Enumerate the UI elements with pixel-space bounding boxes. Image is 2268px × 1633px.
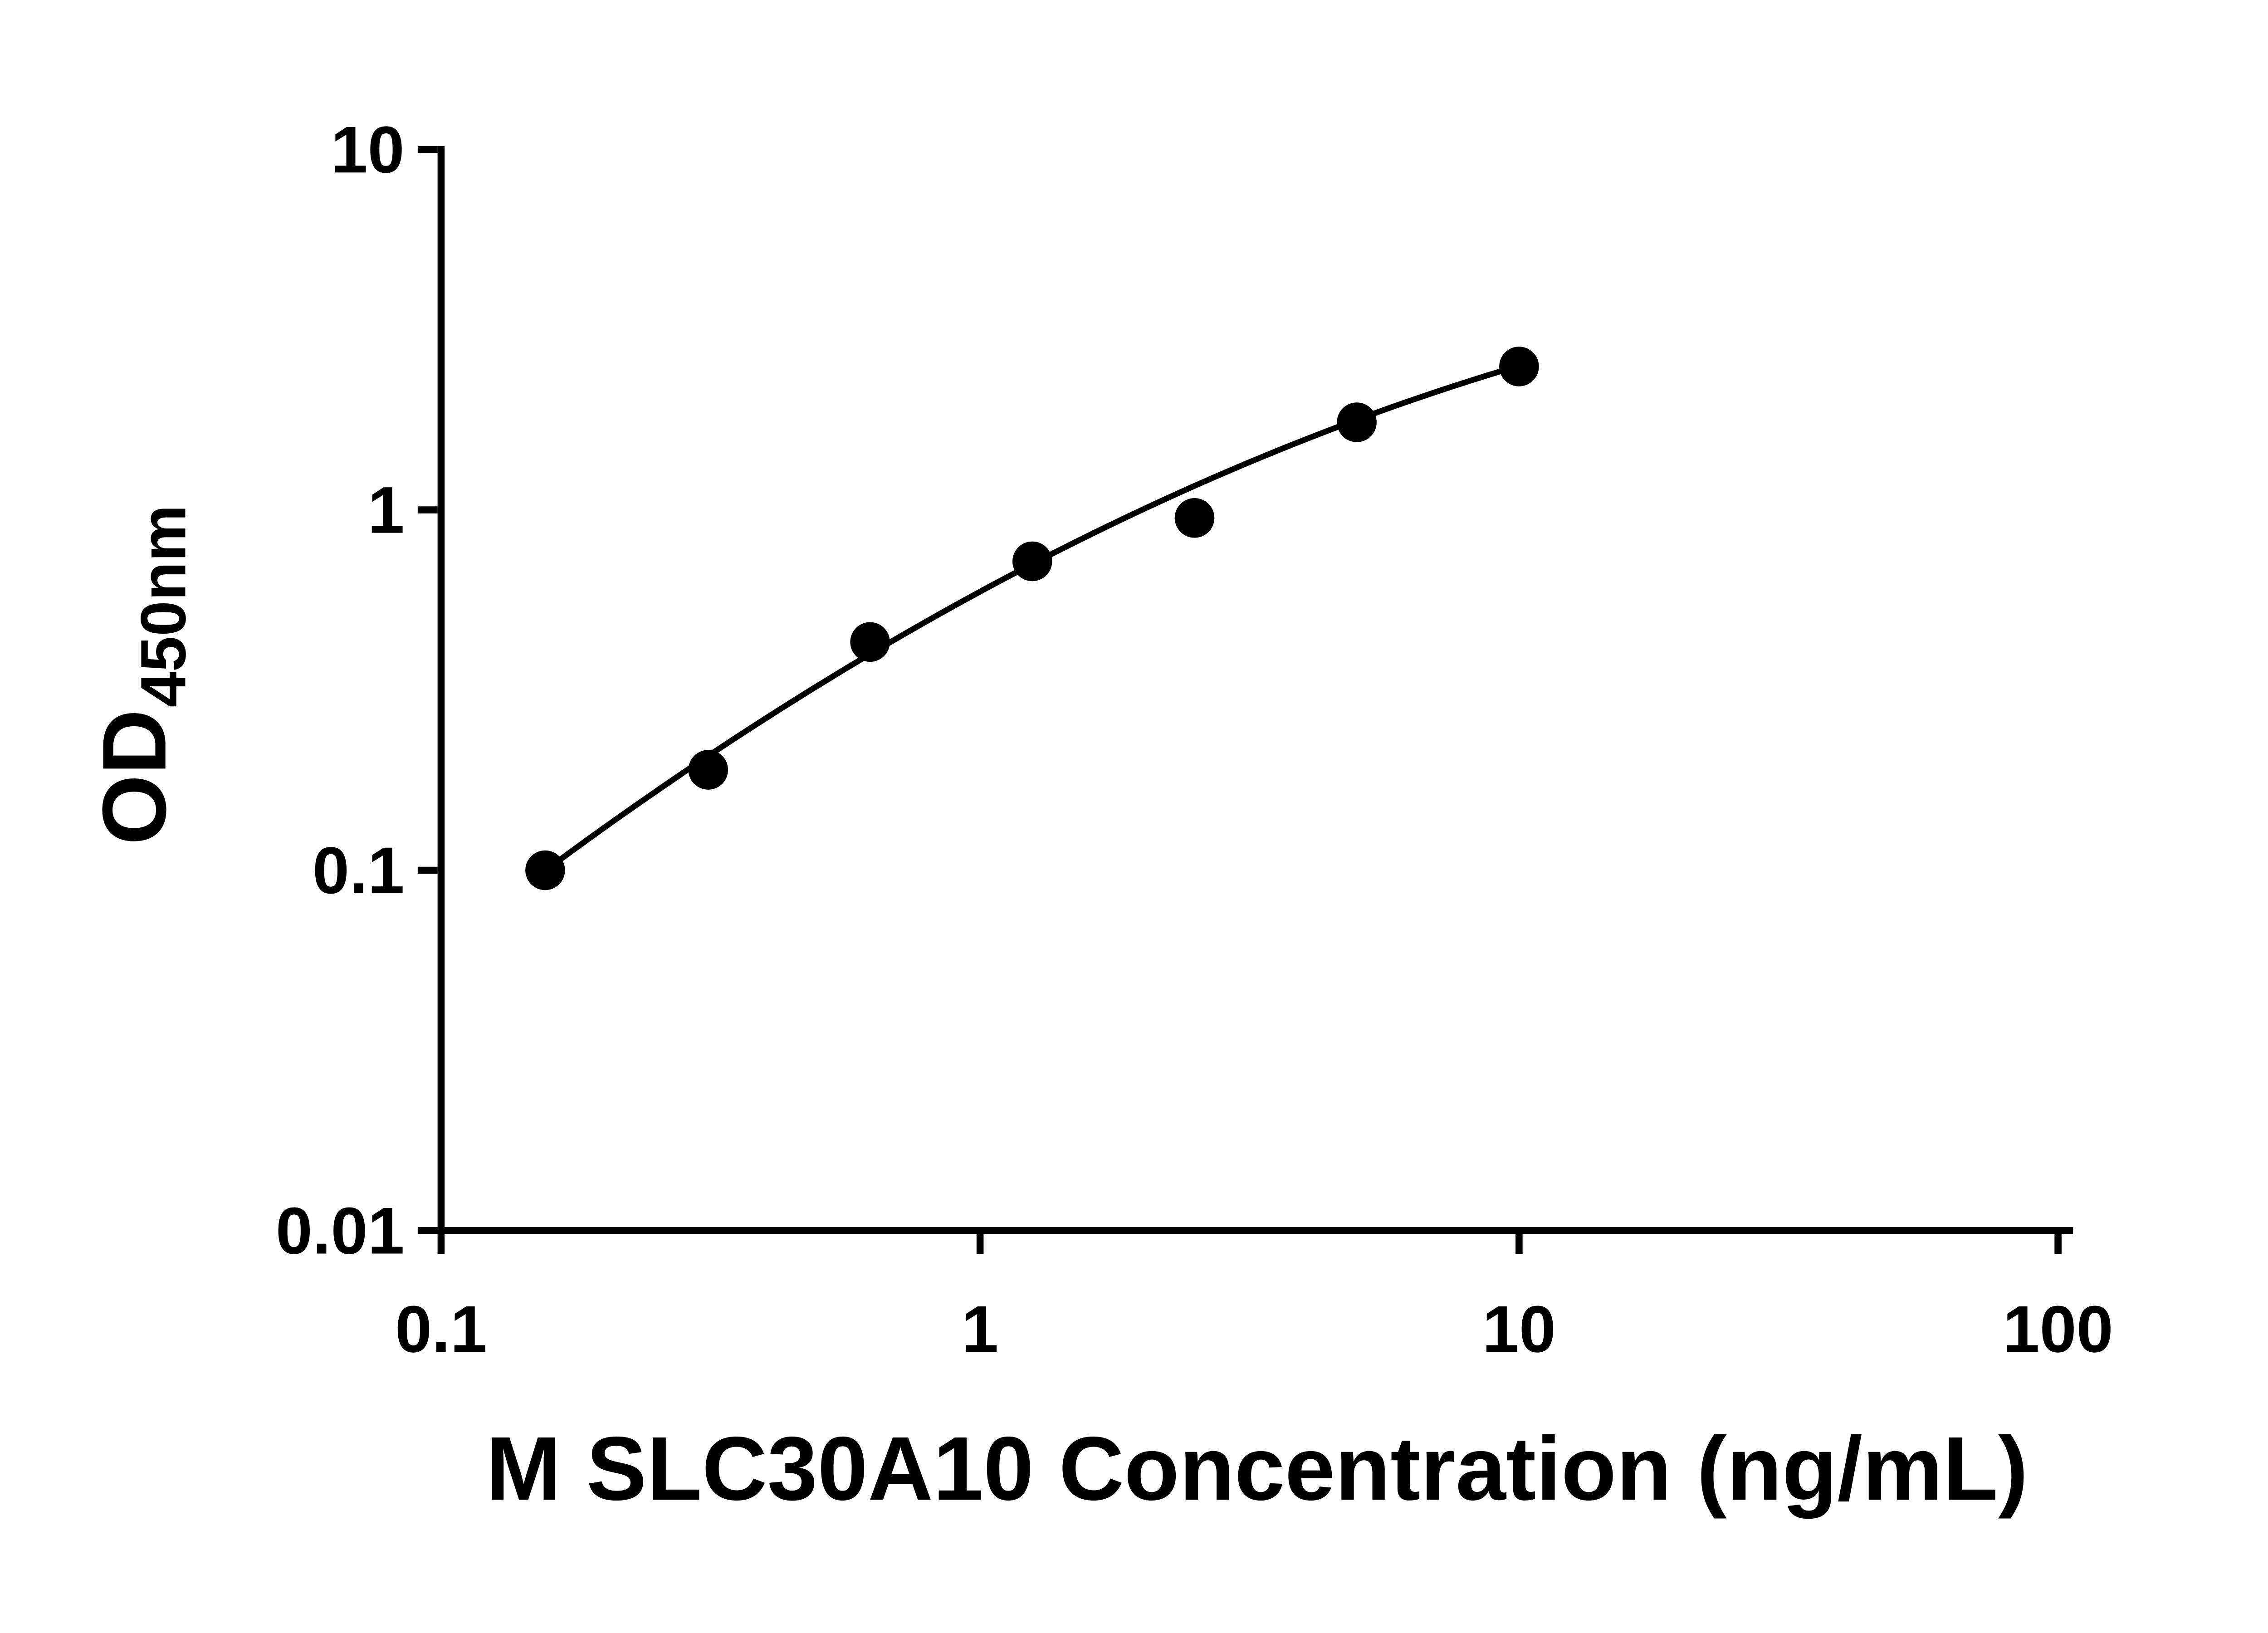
data-point — [525, 850, 565, 890]
data-point — [1012, 541, 1052, 582]
fit-curve-line — [551, 362, 1522, 867]
data-point — [850, 622, 890, 662]
data-points-layer — [525, 347, 1539, 890]
x-tick-label: 10 — [1482, 1292, 1556, 1366]
axes-layer — [417, 146, 2073, 1254]
data-point — [1499, 347, 1539, 386]
y-axis-title: OD 450nm — [84, 505, 199, 845]
standard-curve-chart: 0.1 1 10 100 0.01 0.1 1 10 M SLC30A10 Concentra… — [84, 112, 2113, 1519]
y-tick-label: 0.1 — [313, 833, 405, 907]
elisa-standard-curve-figure: 0.1 1 10 100 0.01 0.1 1 10 M SLC30A10 Concentra… — [84, 112, 2113, 1520]
data-point — [688, 750, 728, 790]
y-tick-label: 10 — [331, 112, 404, 186]
x-tick-label: 100 — [2003, 1292, 2113, 1366]
y-axis-title-sub: 450nm — [127, 505, 199, 708]
x-tick-label: 0.1 — [395, 1292, 487, 1366]
x-tick-label: 1 — [962, 1292, 998, 1366]
data-point — [1174, 498, 1215, 538]
tick-labels-layer: 0.1 1 10 100 0.01 0.1 1 10 — [276, 112, 2113, 1366]
data-point — [1337, 402, 1377, 442]
x-axis-title: M SLC30A10 Concentration (ng/mL) — [486, 1418, 2028, 1519]
y-tick-label: 0.01 — [276, 1194, 405, 1268]
y-axis-title-main: OD — [84, 709, 185, 845]
y-tick-label: 1 — [368, 473, 405, 547]
